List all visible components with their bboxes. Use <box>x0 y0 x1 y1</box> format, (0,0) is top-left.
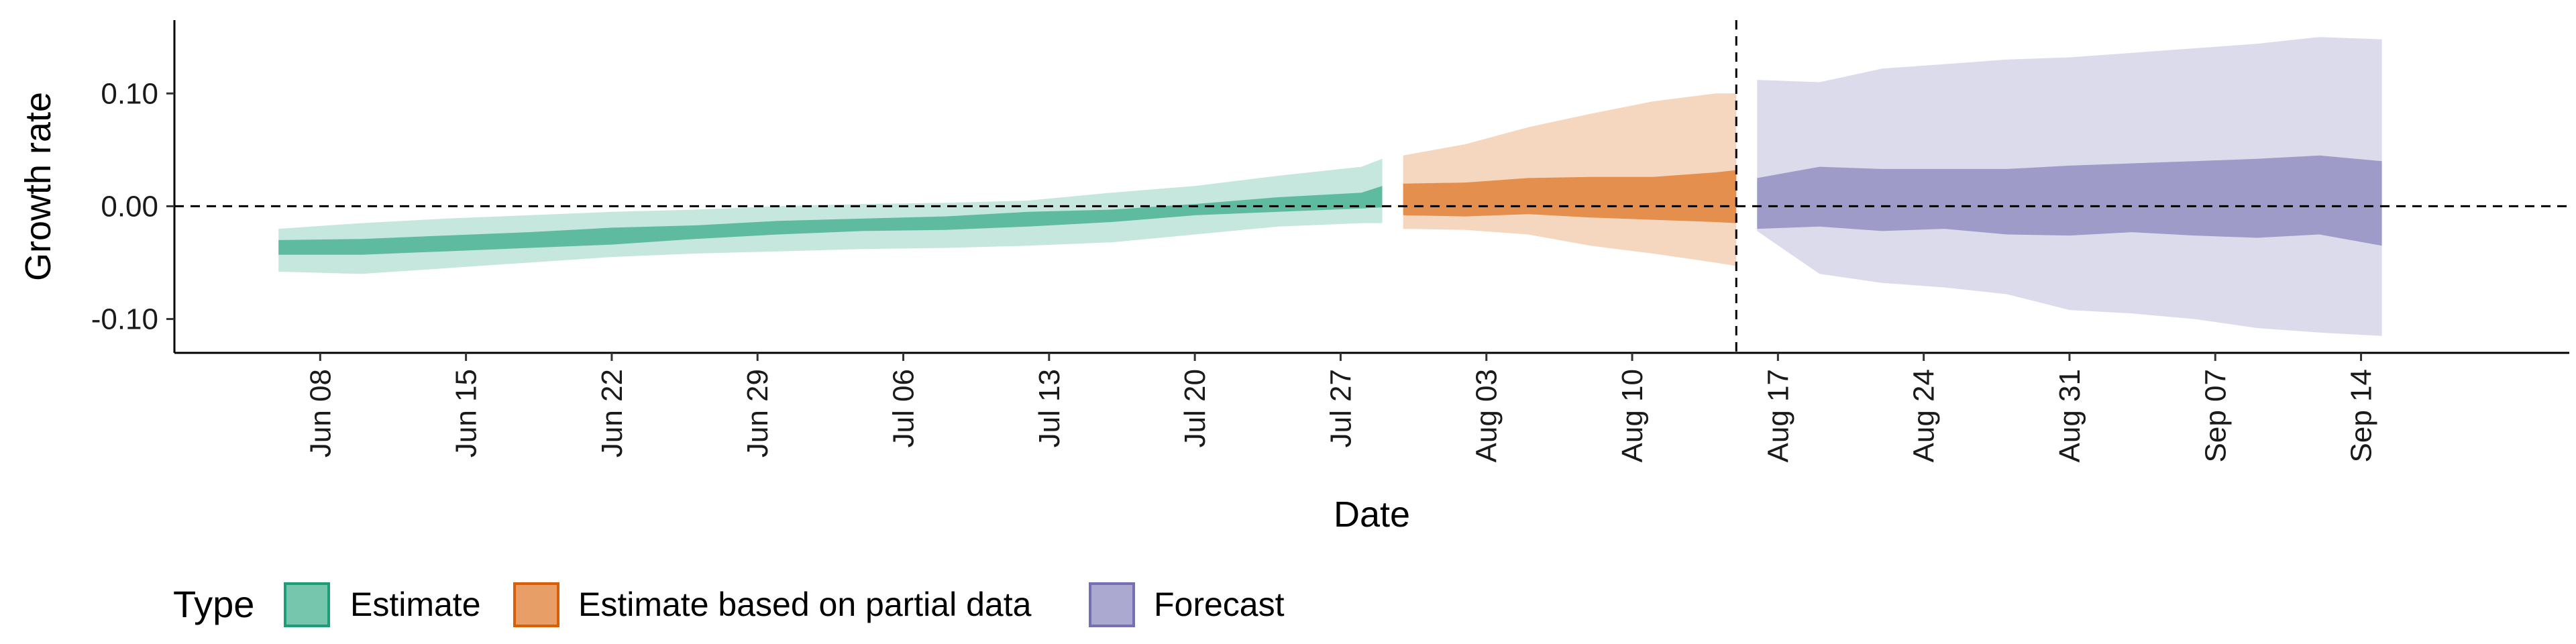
x-tick-label: Jun 15 <box>450 369 483 458</box>
legend-key-estimate <box>284 582 330 627</box>
x-tick-label: Aug 24 <box>1908 369 1941 462</box>
x-axis-title: Date <box>1334 494 1410 535</box>
legend-key-forecast <box>1089 582 1135 627</box>
legend: Type Estimate Estimate based on partial … <box>173 582 1285 627</box>
x-tick-label: Jun 22 <box>596 369 629 458</box>
band-50-estimate <box>278 186 1383 255</box>
x-tick-label: Jul 27 <box>1324 369 1357 447</box>
x-tick-label: Sep 14 <box>2345 369 2378 462</box>
x-tick-label: Jul 20 <box>1179 369 1212 447</box>
reference-lines <box>174 20 2569 353</box>
legend-key-partial <box>513 582 559 627</box>
band-90-estimate <box>278 158 1383 274</box>
x-tick-label: Aug 10 <box>1616 369 1649 462</box>
y-tick-label: -0.10 <box>91 303 158 336</box>
band-50-forecast <box>1757 155 2382 246</box>
x-tick-label: Aug 03 <box>1470 369 1503 462</box>
legend-label-forecast: Forecast <box>1154 586 1285 623</box>
y-tick-label: 0.00 <box>101 190 158 223</box>
legend-title: Type <box>173 583 254 625</box>
x-tick-label: Jul 06 <box>888 369 920 447</box>
x-tick-label: Sep 07 <box>2199 369 2232 462</box>
x-ticks: Jun 08 Jun 15 Jun 22 Jun 29 Jul 06 Jul 13 Jul … <box>304 353 2378 462</box>
x-tick-label: Jun 29 <box>741 369 774 458</box>
y-axis-title: Growth rate <box>18 92 58 281</box>
y-ticks: 0.10 0.00 -0.10 <box>91 77 174 336</box>
y-tick-label: 0.10 <box>101 77 158 110</box>
legend-label-estimate: Estimate <box>350 586 481 623</box>
x-tick-label: Aug 17 <box>1762 369 1794 462</box>
x-tick-label: Jul 13 <box>1033 369 1066 447</box>
axes <box>173 20 2569 354</box>
legend-label-partial: Estimate based on partial data <box>578 586 1032 623</box>
x-tick-label: Jun 08 <box>304 369 337 458</box>
x-tick-label: Aug 31 <box>2053 369 2086 462</box>
series-bands <box>278 37 2382 336</box>
band-50-estimate-based-on-partial-data <box>1403 170 1737 223</box>
